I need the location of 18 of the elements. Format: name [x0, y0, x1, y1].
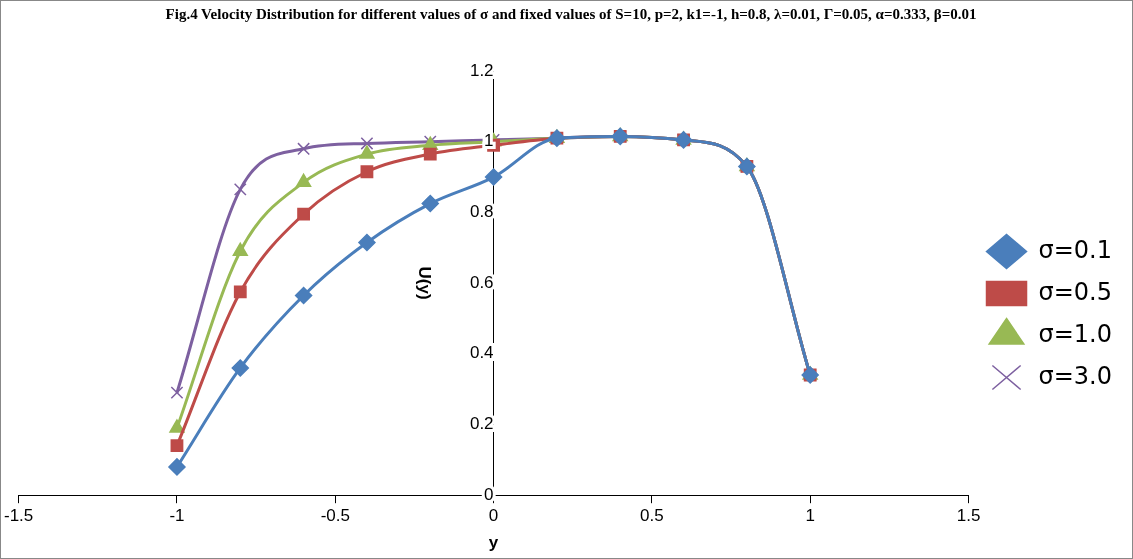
x-tick-label: -1: [169, 506, 185, 526]
x-axis-title: y: [488, 533, 499, 553]
x-tick-label: -0.5: [320, 506, 350, 526]
legend-label: σ=1.0: [1038, 319, 1113, 348]
y-tick-label: 0.8: [469, 202, 494, 222]
x-tick-label: 1.5: [956, 506, 981, 526]
y-axis-title: U(y): [415, 266, 435, 300]
legend-label: σ=0.5: [1038, 277, 1113, 306]
y-tick-label: 1.2: [469, 60, 494, 80]
y-tick-label: 0.6: [469, 272, 494, 292]
y-tick-label: 0.4: [469, 343, 494, 363]
chart-title: Fig.4 Velocity Distribution for different values of σ and fixed values of S=10, p=2, k1=-1, h=0.8, λ=0.01, Γ=0.05, α=0.333, β=0.01: [164, 5, 978, 23]
y-tick-label: 0.2: [469, 414, 494, 434]
legend-label: σ=3.0: [1038, 361, 1113, 390]
legend-label: σ=0.1: [1038, 235, 1113, 264]
x-tick-label: 0.5: [640, 506, 664, 526]
x-tick-label: 1: [805, 506, 815, 526]
x-tick-label: -1.5: [4, 506, 34, 526]
